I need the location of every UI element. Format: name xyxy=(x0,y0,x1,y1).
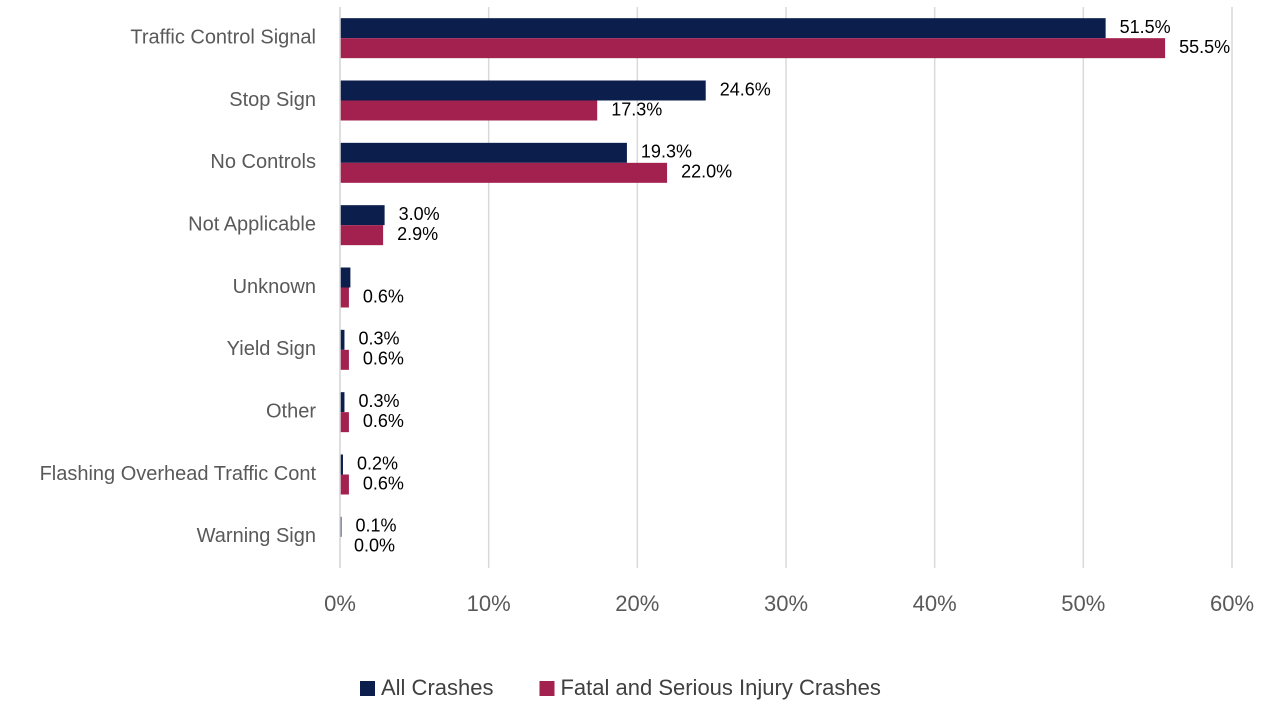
bar xyxy=(340,329,345,350)
data-label: 0.0% xyxy=(354,536,395,556)
data-label: 19.3% xyxy=(641,142,692,162)
x-tick-label: 10% xyxy=(467,591,511,616)
data-label: 24.6% xyxy=(720,79,771,99)
data-label: 0.6% xyxy=(363,473,404,493)
bar xyxy=(340,100,598,121)
data-label: 17.3% xyxy=(611,99,662,119)
bar xyxy=(340,474,349,495)
data-label: 51.5% xyxy=(1120,17,1171,37)
data-label: 0.6% xyxy=(363,349,404,369)
data-label: 55.5% xyxy=(1179,37,1230,57)
legend-label: Fatal and Serious Injury Crashes xyxy=(560,675,880,700)
legend-swatch xyxy=(360,681,375,696)
y-tick-label: Warning Sign xyxy=(197,525,316,547)
y-tick-label: No Controls xyxy=(210,151,316,173)
y-tick-label: Not Applicable xyxy=(188,213,316,235)
y-tick-label: Flashing Overhead Traffic Cont xyxy=(40,463,317,485)
bar xyxy=(340,38,1166,59)
x-tick-label: 40% xyxy=(913,591,957,616)
bar xyxy=(340,349,349,370)
data-label: 2.9% xyxy=(397,224,438,244)
x-tick-label: 50% xyxy=(1061,591,1105,616)
bar xyxy=(340,205,385,226)
x-tick-label: 30% xyxy=(764,591,808,616)
bar xyxy=(340,287,349,308)
y-tick-label: Stop Sign xyxy=(229,89,316,111)
bar xyxy=(340,412,349,433)
legend-swatch xyxy=(539,681,555,696)
legend-label: All Crashes xyxy=(381,675,493,700)
x-tick-label: 20% xyxy=(615,591,659,616)
data-label: 0.3% xyxy=(358,391,399,411)
data-label: 0.1% xyxy=(355,516,396,536)
data-label: 0.3% xyxy=(358,329,399,349)
data-label: 0.6% xyxy=(363,411,404,431)
data-label: 0.2% xyxy=(357,453,398,473)
bar xyxy=(340,162,668,183)
y-tick-label: Traffic Control Signal xyxy=(130,26,316,48)
bar xyxy=(340,225,384,246)
bar xyxy=(340,18,1106,39)
x-tick-label: 0% xyxy=(324,591,356,616)
bar xyxy=(340,80,706,101)
y-tick-label: Unknown xyxy=(233,276,316,298)
data-label: 3.0% xyxy=(399,204,440,224)
bar xyxy=(340,392,345,413)
x-tick-label: 60% xyxy=(1210,591,1254,616)
bar xyxy=(340,267,351,288)
data-label: 0.6% xyxy=(363,286,404,306)
data-label: 22.0% xyxy=(681,162,732,182)
bar xyxy=(340,142,627,163)
y-tick-label: Other xyxy=(266,400,316,422)
bar xyxy=(340,454,343,475)
y-tick-label: Yield Sign xyxy=(227,338,316,360)
